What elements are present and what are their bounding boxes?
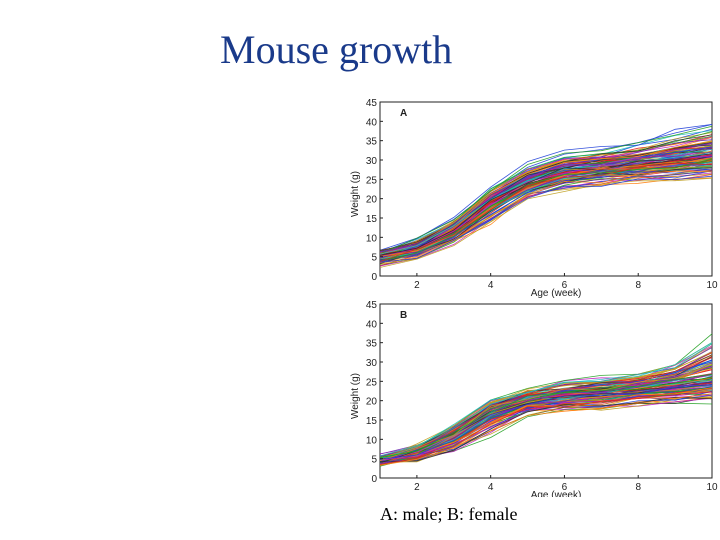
growth-curve [380,162,712,262]
x-tick-label: 10 [706,280,718,291]
x-tick-label: 6 [562,280,568,291]
growth-lines [380,333,712,467]
growth-curve [380,384,712,460]
growth-curve [380,175,712,263]
growth-curve [380,342,712,460]
x-tick-label: 2 [414,280,420,291]
panel-label: B [400,310,407,321]
growth-curve [380,153,712,256]
y-tick-label: 10 [366,435,378,446]
y-tick-label: 45 [366,98,378,109]
y-tick-label: 35 [366,339,378,350]
slide-title: Mouse growth [220,27,453,72]
growth-curve [380,153,712,255]
growth-curve [380,170,712,264]
growth-curve [380,163,712,262]
y-axis-label: Weight (g) [350,373,361,419]
growth-curve [380,177,712,268]
y-tick-label: 20 [366,195,378,206]
x-axis-label: Age (week) [531,490,582,497]
y-tick-label: 25 [366,377,378,388]
growth-curve [380,155,712,257]
y-tick-label: 0 [371,272,377,283]
y-tick-label: 30 [366,156,378,167]
x-axis-label: Age (week) [531,288,582,299]
growth-curve [380,373,712,459]
figure-caption: A: male; B: female [380,504,518,524]
growth-curve [380,158,712,262]
y-tick-label: 5 [371,253,377,264]
growth-lines [380,124,712,268]
panel-b: 0 5 10 15 20 25 30 35 40 45 2 4 6 8 10 Age (week) Weight… [350,300,718,501]
y-tick-label: 40 [366,117,378,128]
growth-curve [380,357,712,462]
growth-curve [380,125,712,255]
y-tick-label: 40 [366,319,378,330]
y-tick-label: 30 [366,358,378,369]
growth-curve [380,343,712,457]
growth-curve [380,170,712,261]
y-tick-label: 5 [371,455,377,466]
y-tick-label: 25 [366,175,378,186]
growth-curve [380,376,712,458]
x-tick-label: 2 [414,482,420,493]
growth-curve [380,130,712,253]
growth-curve [380,124,712,253]
y-tick-label: 45 [366,300,378,311]
x-tick-label: 6 [562,482,568,493]
panel-label: A [400,108,407,119]
x-tick-label: 8 [635,280,641,291]
y-tick-label: 15 [366,416,378,427]
growth-curve [380,387,712,464]
x-tick-label: 10 [706,482,718,493]
growth-curve [380,391,712,465]
x-tick-label: 4 [488,280,494,291]
x-tick-label: 8 [635,482,641,493]
y-tick-label: 35 [366,137,378,148]
y-tick-label: 15 [366,214,378,225]
growth-curve [380,395,712,463]
y-tick-label: 20 [366,397,378,408]
growth-curve [380,384,712,464]
x-tick-label: 4 [488,482,494,493]
y-axis-label: Weight (g) [350,171,361,217]
y-tick-label: 10 [366,233,378,244]
panel-a: 0 5 10 15 20 25 30 35 40 45 2 4 6 8 10 Age (week) Weight… [350,98,718,299]
growth-curve [380,142,712,253]
growth-figure: 0 5 10 15 20 25 30 35 40 45 2 4 6 8 10 Age (week) Weight… [340,92,720,502]
growth-curve [380,396,712,462]
y-tick-label: 0 [371,474,377,485]
growth-curve [380,157,712,257]
